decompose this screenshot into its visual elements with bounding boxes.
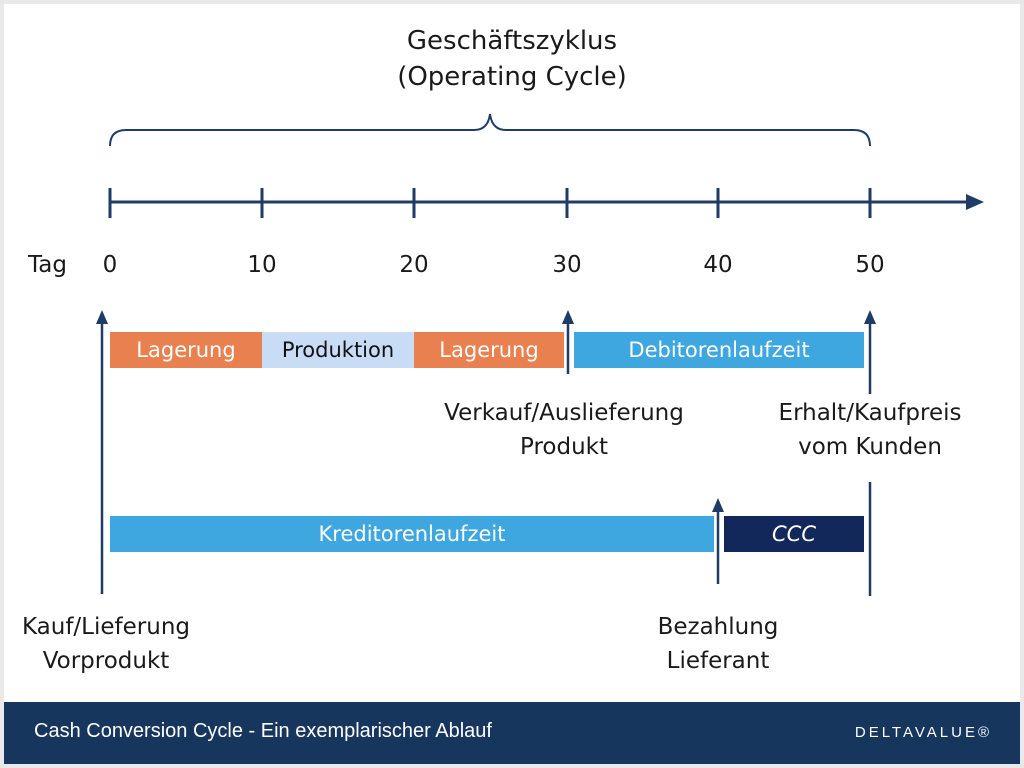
timeline-arrowhead [966,194,984,210]
label-bezahlung-line2: Lieferant [666,648,770,674]
tick-label-50: 50 [855,252,885,278]
arrow-bezahlung-head [712,498,724,512]
axis-label-tag: Tag [28,252,67,278]
bar-lagerung-2: Lagerung [414,332,564,368]
label-kauf-lieferung: Kauf/Lieferung Vorprodukt [8,610,204,678]
arrow-erhalt-head [864,310,876,324]
label-kauf-line2: Vorprodukt [42,648,170,674]
label-bezahlung-line1: Bezahlung [657,614,779,640]
footer-bar: Cash Conversion Cycle - Ein exemplarisch… [4,702,1020,764]
arrow-kauf-head [96,310,108,324]
tick-label-0: 0 [102,252,118,278]
title-operating-cycle-de: Geschäftszyklus [406,26,618,56]
footer-caption: Cash Conversion Cycle - Ein exemplarisch… [34,720,492,742]
label-kauf-line1: Kauf/Lieferung [21,614,190,640]
tick-label-20: 20 [399,252,429,278]
label-verkauf-auslieferung: Verkauf/Auslieferung Produkt [414,396,714,464]
label-verkauf-line1: Verkauf/Auslieferung [444,400,684,426]
title-operating-cycle-en: (Operating Cycle) [397,62,627,92]
tick-label-30: 30 [552,252,582,278]
arrow-verkauf-head [562,310,574,324]
bar-debitorenlaufzeit: Debitorenlaufzeit [574,332,864,368]
operating-cycle-brace [109,113,871,147]
label-verkauf-line2: Produkt [519,434,608,460]
diagram-graphics [96,113,984,596]
bar-produktion: Produktion [262,332,414,368]
label-bezahlung-lieferant: Bezahlung Lieferant [638,610,798,678]
bar-kreditorenlaufzeit: Kreditorenlaufzeit [110,516,714,552]
bar-lagerung-1: Lagerung [110,332,262,368]
diagram-slide: Geschäftszyklus (Operating Cycle) Tag [4,4,1020,764]
tick-label-40: 40 [703,252,733,278]
label-erhalt-kaufpreis: Erhalt/Kaufpreis vom Kunden [748,396,992,464]
label-erhalt-line1: Erhalt/Kaufpreis [778,400,962,426]
brand-logo: DELTAVALUE® [854,724,992,741]
label-erhalt-line2: vom Kunden [798,434,942,460]
tick-label-10: 10 [247,252,277,278]
bar-ccc: CCC [724,516,864,552]
